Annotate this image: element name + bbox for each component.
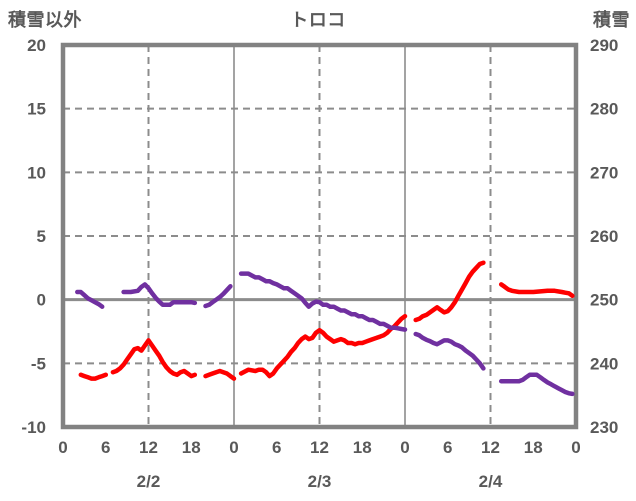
svg-text:240: 240 xyxy=(590,354,618,373)
svg-text:15: 15 xyxy=(27,100,46,119)
svg-text:0: 0 xyxy=(571,438,580,457)
svg-text:6: 6 xyxy=(443,438,452,457)
snow-depth-line xyxy=(75,271,575,397)
gridlines xyxy=(63,45,576,427)
svg-text:10: 10 xyxy=(27,163,46,182)
x-axis-date-labels: 2/2 2/3 2/4 xyxy=(137,472,503,491)
svg-text:20: 20 xyxy=(27,36,46,55)
svg-text:6: 6 xyxy=(272,438,281,457)
temperature-line xyxy=(78,260,575,381)
svg-text:18: 18 xyxy=(353,438,372,457)
svg-text:0: 0 xyxy=(37,291,46,310)
chart-title: トロコ xyxy=(290,10,346,30)
svg-text:270: 270 xyxy=(590,163,618,182)
x-axis-ticks: 0 6 12 18 0 6 12 18 0 6 12 18 0 xyxy=(58,438,580,457)
right-axis-title: 積雪 xyxy=(593,10,630,30)
svg-text:-10: -10 xyxy=(21,418,46,437)
svg-text:5: 5 xyxy=(37,227,46,246)
left-axis-title: 積雪以外 xyxy=(8,10,82,30)
svg-text:250: 250 xyxy=(590,291,618,310)
left-axis-ticks: 20 15 10 5 0 -5 -10 xyxy=(21,36,46,437)
svg-text:2/2: 2/2 xyxy=(137,472,161,491)
svg-text:0: 0 xyxy=(58,438,67,457)
svg-text:260: 260 xyxy=(590,227,618,246)
svg-text:2/4: 2/4 xyxy=(479,472,503,491)
svg-text:280: 280 xyxy=(590,100,618,119)
svg-text:12: 12 xyxy=(310,438,329,457)
svg-text:12: 12 xyxy=(481,438,500,457)
svg-text:2/3: 2/3 xyxy=(308,472,332,491)
svg-text:230: 230 xyxy=(590,418,618,437)
svg-text:18: 18 xyxy=(182,438,201,457)
svg-text:-5: -5 xyxy=(31,354,46,373)
svg-text:12: 12 xyxy=(139,438,158,457)
svg-text:290: 290 xyxy=(590,36,618,55)
plot-border xyxy=(60,42,579,430)
svg-text:18: 18 xyxy=(524,438,543,457)
svg-text:0: 0 xyxy=(229,438,238,457)
svg-text:6: 6 xyxy=(101,438,110,457)
svg-text:0: 0 xyxy=(400,438,409,457)
right-axis-ticks: 290 280 270 260 250 240 230 xyxy=(590,36,618,437)
